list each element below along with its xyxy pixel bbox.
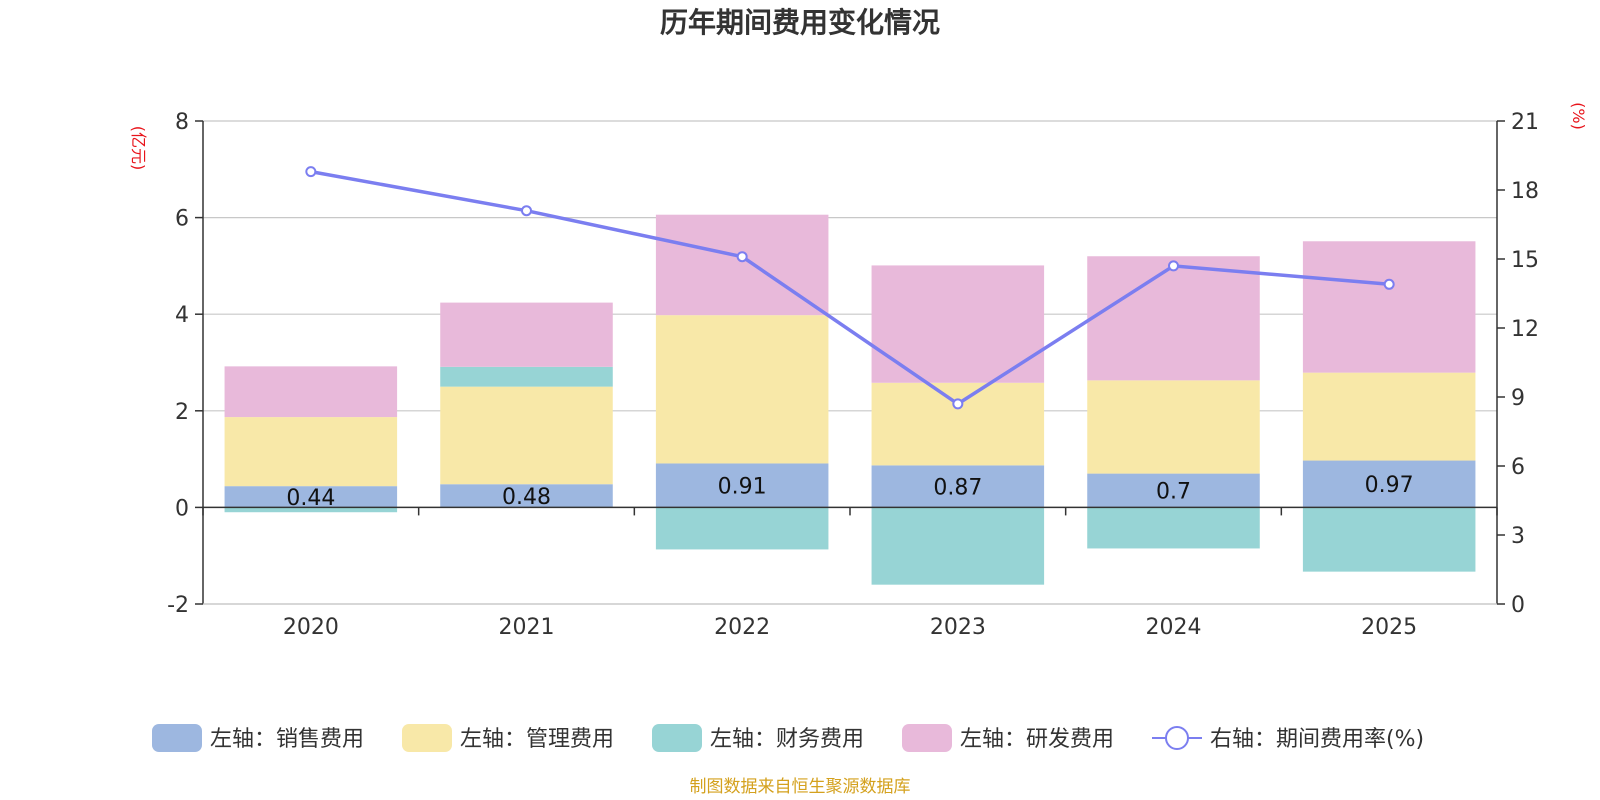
right-tick-label: 18 (1511, 179, 1539, 204)
left-tick-label: 2 (175, 400, 189, 425)
legend-swatch[interactable] (652, 724, 702, 752)
bar-value-label: 0.7 (1156, 479, 1191, 504)
x-tick-label: 2025 (1361, 615, 1417, 640)
rate-point[interactable] (305, 166, 317, 178)
legend-swatch[interactable] (152, 724, 202, 752)
bar-segment[interactable] (655, 463, 829, 508)
legend[interactable]: 左轴：销售费用 左轴：管理费用 左轴：财务费用 左轴：研发费用 右轴：期间费用率(%) (152, 724, 1424, 752)
rate-point[interactable] (952, 398, 964, 410)
bar-segment[interactable] (1302, 372, 1476, 461)
x-tick-label: 2023 (930, 615, 986, 640)
x-tick-label: 2021 (499, 615, 555, 640)
x-tick-label: 2020 (283, 615, 339, 640)
bar-segment[interactable] (655, 507, 829, 550)
rate-line-path (310, 169, 1390, 406)
legend-label[interactable]: 左轴：研发费用 (960, 727, 1114, 752)
bar-segment[interactable] (871, 465, 1045, 508)
right-tick-label: 15 (1511, 248, 1539, 273)
right-tick-label: 0 (1511, 593, 1525, 618)
bar-segment[interactable] (1087, 380, 1260, 474)
bar-value-label: 0.87 (933, 475, 982, 500)
bar-segment[interactable] (1302, 241, 1476, 373)
bar-value-label: 0.48 (502, 485, 551, 510)
left-tick-label: -2 (167, 593, 189, 618)
legend-label[interactable]: 左轴：管理费用 (460, 727, 614, 752)
bar-segment[interactable] (224, 417, 398, 487)
left-tick-label: 4 (175, 303, 189, 328)
right-tick-label: 9 (1511, 386, 1525, 411)
left-tick-label: 8 (175, 110, 189, 135)
right-tick-label: 12 (1511, 317, 1539, 342)
bar-value-label: 0.91 (718, 474, 767, 499)
legend-swatch[interactable] (402, 724, 452, 752)
bar-segment[interactable] (1087, 507, 1260, 549)
bar-segment[interactable] (871, 382, 1045, 466)
x-tick-label: 2022 (714, 615, 770, 640)
bar-value-label: 0.44 (286, 486, 335, 511)
rate-point[interactable] (736, 251, 748, 263)
axes: -2 0 2 4 6 8 0 3 6 9 12 15 18 21 2020 2021 2022 2023 2024 2… (129, 102, 1588, 640)
rate-line (305, 166, 1395, 410)
x-tick-label: 2024 (1146, 615, 1202, 640)
rate-point[interactable] (1383, 278, 1395, 290)
left-tick-label: 6 (175, 207, 189, 232)
bar-segment[interactable] (1302, 507, 1476, 572)
bar-segment[interactable] (440, 302, 613, 367)
bar-segment[interactable] (1087, 473, 1260, 508)
right-axis-unit: (%) (1569, 102, 1588, 130)
bar-segment[interactable] (224, 366, 398, 418)
bar-segment[interactable] (440, 386, 613, 485)
legend-label[interactable]: 左轴：销售费用 (210, 727, 364, 752)
legend-label[interactable]: 左轴：财务费用 (710, 727, 864, 752)
bar-segment[interactable] (440, 484, 613, 508)
bar-segment[interactable] (655, 214, 829, 316)
bar-value-label: 0.97 (1365, 473, 1414, 498)
rate-point[interactable] (521, 205, 532, 217)
right-tick-label: 21 (1511, 110, 1539, 135)
bar-segment[interactable] (1087, 256, 1260, 381)
legend-swatch[interactable] (902, 724, 952, 752)
source-note: 制图数据来自恒生聚源数据库 (690, 777, 911, 797)
bar-labels: 0.44 0.48 0.91 0.87 0.7 0.97 (286, 473, 1413, 511)
bar-segment[interactable] (440, 366, 613, 387)
left-axis-unit: (亿元) (129, 126, 148, 171)
chart-title: 历年期间费用变化情况 (660, 6, 940, 39)
right-tick-label: 6 (1511, 455, 1525, 480)
bar-segment[interactable] (871, 507, 1045, 585)
bar-segment[interactable] (1302, 460, 1476, 508)
bars (224, 214, 1476, 585)
bar-segment[interactable] (224, 486, 398, 508)
rate-point[interactable] (1168, 260, 1179, 272)
right-tick-label: 3 (1511, 524, 1525, 549)
legend-label[interactable]: 右轴：期间费用率(%) (1210, 727, 1424, 752)
left-tick-label: 0 (175, 496, 189, 521)
bar-segment[interactable] (224, 507, 398, 513)
legend-marker-icon[interactable] (1165, 726, 1189, 750)
bar-segment[interactable] (655, 315, 829, 464)
